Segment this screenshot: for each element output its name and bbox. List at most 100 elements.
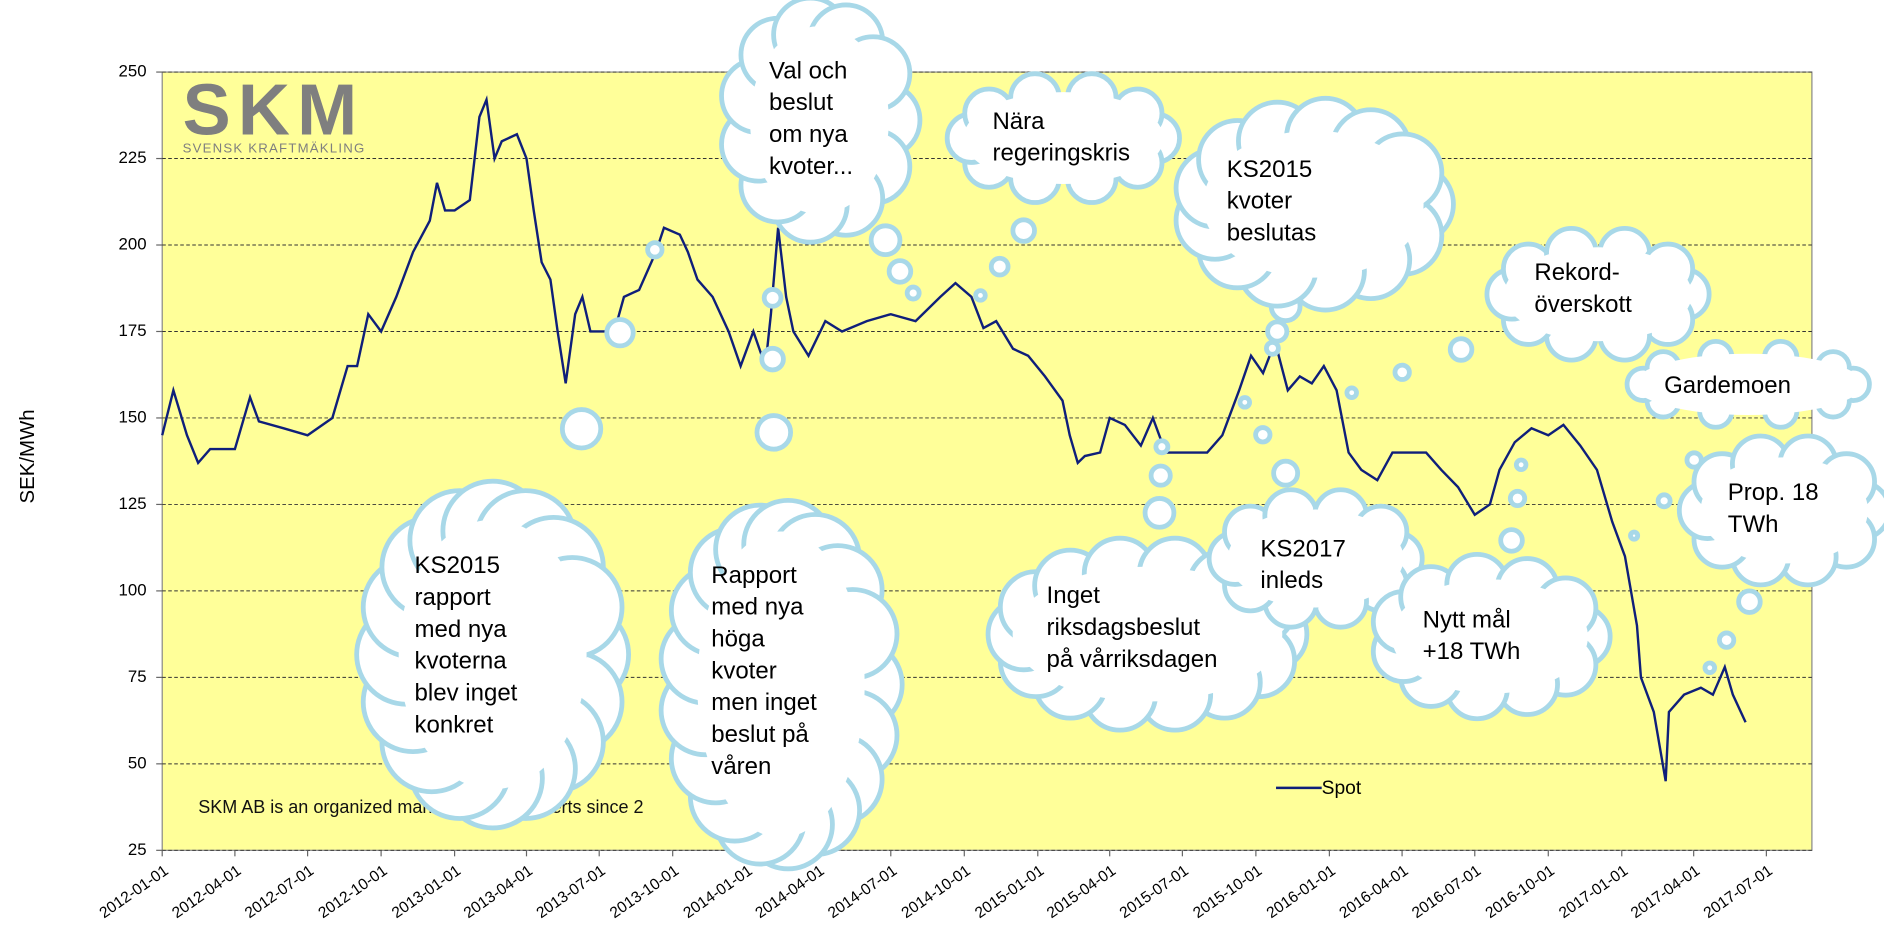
cloud: Val och beslut om nya kvoter... [719,0,923,245]
thought-bubble [1736,588,1763,615]
thought-bubble [1628,529,1641,542]
annotation-text: om nya [769,121,848,148]
thought-bubble [973,288,988,303]
annotation-text: kvoter [711,657,776,684]
cloud: Nära regeringskris [944,71,1182,205]
x-tick-label: 2015-01-01 [972,862,1047,922]
annotation-text: TWh [1728,511,1779,538]
annotation-text: Gardemoen [1664,372,1791,399]
cloud-body [1633,353,1863,415]
annotation-text: på vårriksdagen [1047,646,1218,673]
cloud: Nytt mål +18 TWh [1370,551,1613,722]
x-tick-label: 2012-04-01 [169,862,244,922]
thought-bubble [761,287,784,309]
cloud: KS2015 rapport med nya kvoterna blev inget ko… [354,478,631,831]
annotation-text: KS2017 [1260,535,1345,562]
y-tick-label: 250 [119,62,147,81]
thought-bubble [1265,319,1290,344]
thought-bubble [1264,339,1281,357]
annotation-text: Prop. 18 [1728,479,1819,506]
annotation-text: Rapport [711,562,797,589]
x-tick-label: 2016-01-01 [1264,862,1339,922]
thought-bubble [1153,438,1171,456]
x-tick-label: 2013-07-01 [533,862,608,922]
cloud-body [1202,130,1424,278]
thought-bubble [886,258,914,285]
x-tick-label: 2012-07-01 [242,862,317,922]
x-tick-label: 2012-01-01 [96,862,171,922]
thought-bubble [559,407,604,451]
thought-bubble [754,413,794,452]
annotation-text: KS2015 [415,552,500,579]
thought-bubble [759,345,786,373]
annotation-text: inleds [1260,567,1323,594]
thought-bubble [1237,395,1252,410]
y-tick-label: 200 [119,234,147,253]
thought-bubble [1271,458,1301,488]
x-tick-label: 2016-07-01 [1409,862,1484,922]
thought-bubble [1344,385,1359,400]
annotation-text: riksdagsbeslut [1047,614,1201,641]
y-tick-label: 125 [119,494,147,513]
y-axis-label: SEK/MWh [17,409,39,503]
x-tick-label: 2015-10-01 [1190,862,1265,922]
thought-bubble [1716,630,1737,650]
annotation-text: +18 TWh [1423,638,1521,665]
cloud-body [1504,247,1692,342]
thought-bubble [1010,217,1037,244]
cloud-body [749,26,889,215]
thought-bubble [1655,492,1673,510]
thought-bubble [988,255,1011,278]
thought-bubble [1253,425,1273,445]
x-tick-label: 2015-07-01 [1117,862,1192,922]
cloud-body [398,519,587,790]
x-tick-label: 2012-10-01 [315,862,390,922]
cloud: Rapport med nya höga kvoter men inget beslut … [658,497,905,872]
y-tick-label: 50 [128,753,147,772]
thought-bubble [1148,463,1173,488]
thought-bubble [1498,527,1525,554]
annotation-text: regeringskris [992,140,1129,167]
y-tick-label: 150 [119,407,147,426]
annotation-text: men inget [711,689,817,716]
y-tick-label: 100 [119,580,147,599]
thought-bubble [1702,660,1717,675]
annotation-text: Rekord- [1534,259,1619,286]
annotation-text: beslutas [1227,220,1316,247]
cloud-body [1391,579,1588,694]
annotation-text: med nya [415,616,508,643]
annotation-text: kvoter [1227,188,1292,215]
logo-title: SKM [183,70,365,150]
y-tick-label: 25 [128,840,147,859]
thought-bubble [604,317,636,349]
cloud: Gardemoen [1624,338,1872,430]
thought-bubble [645,240,665,260]
thought-bubble [1392,362,1412,382]
x-tick-label: 2014-01-01 [680,862,755,922]
cloud: Prop. 18 TWh [1676,433,1884,588]
annotation-text: överskott [1534,291,1632,318]
x-tick-label: 2013-04-01 [461,862,536,922]
x-tick-label: 2016-04-01 [1336,862,1411,922]
y-tick-label: 75 [128,667,147,686]
thought-bubble [904,284,922,302]
x-tick-label: 2016-10-01 [1483,862,1558,922]
annotation-text: Nära [992,108,1045,135]
thought-bubble [1513,457,1529,473]
cloud: KS2017 inleds [1206,487,1425,630]
x-tick-label: 2017-01-01 [1556,862,1631,922]
annotation-text: blev inget [415,680,518,707]
annotation-text: KS2015 [1227,156,1312,183]
cloud-body [697,531,865,838]
annotation-text: kvoter... [769,153,853,180]
annotation-text: rapport [415,584,491,611]
x-tick-label: 2013-01-01 [389,862,464,922]
logo-subtitle: SVENSK KRAFTMÄKLING [183,140,366,155]
cloud-body [1012,566,1283,702]
thought-bubble [868,223,903,258]
cloud-body [1700,457,1869,564]
annotation-text: Nytt mål [1423,606,1511,633]
cloud-body [963,92,1164,185]
x-tick-label: 2014-04-01 [752,862,827,922]
